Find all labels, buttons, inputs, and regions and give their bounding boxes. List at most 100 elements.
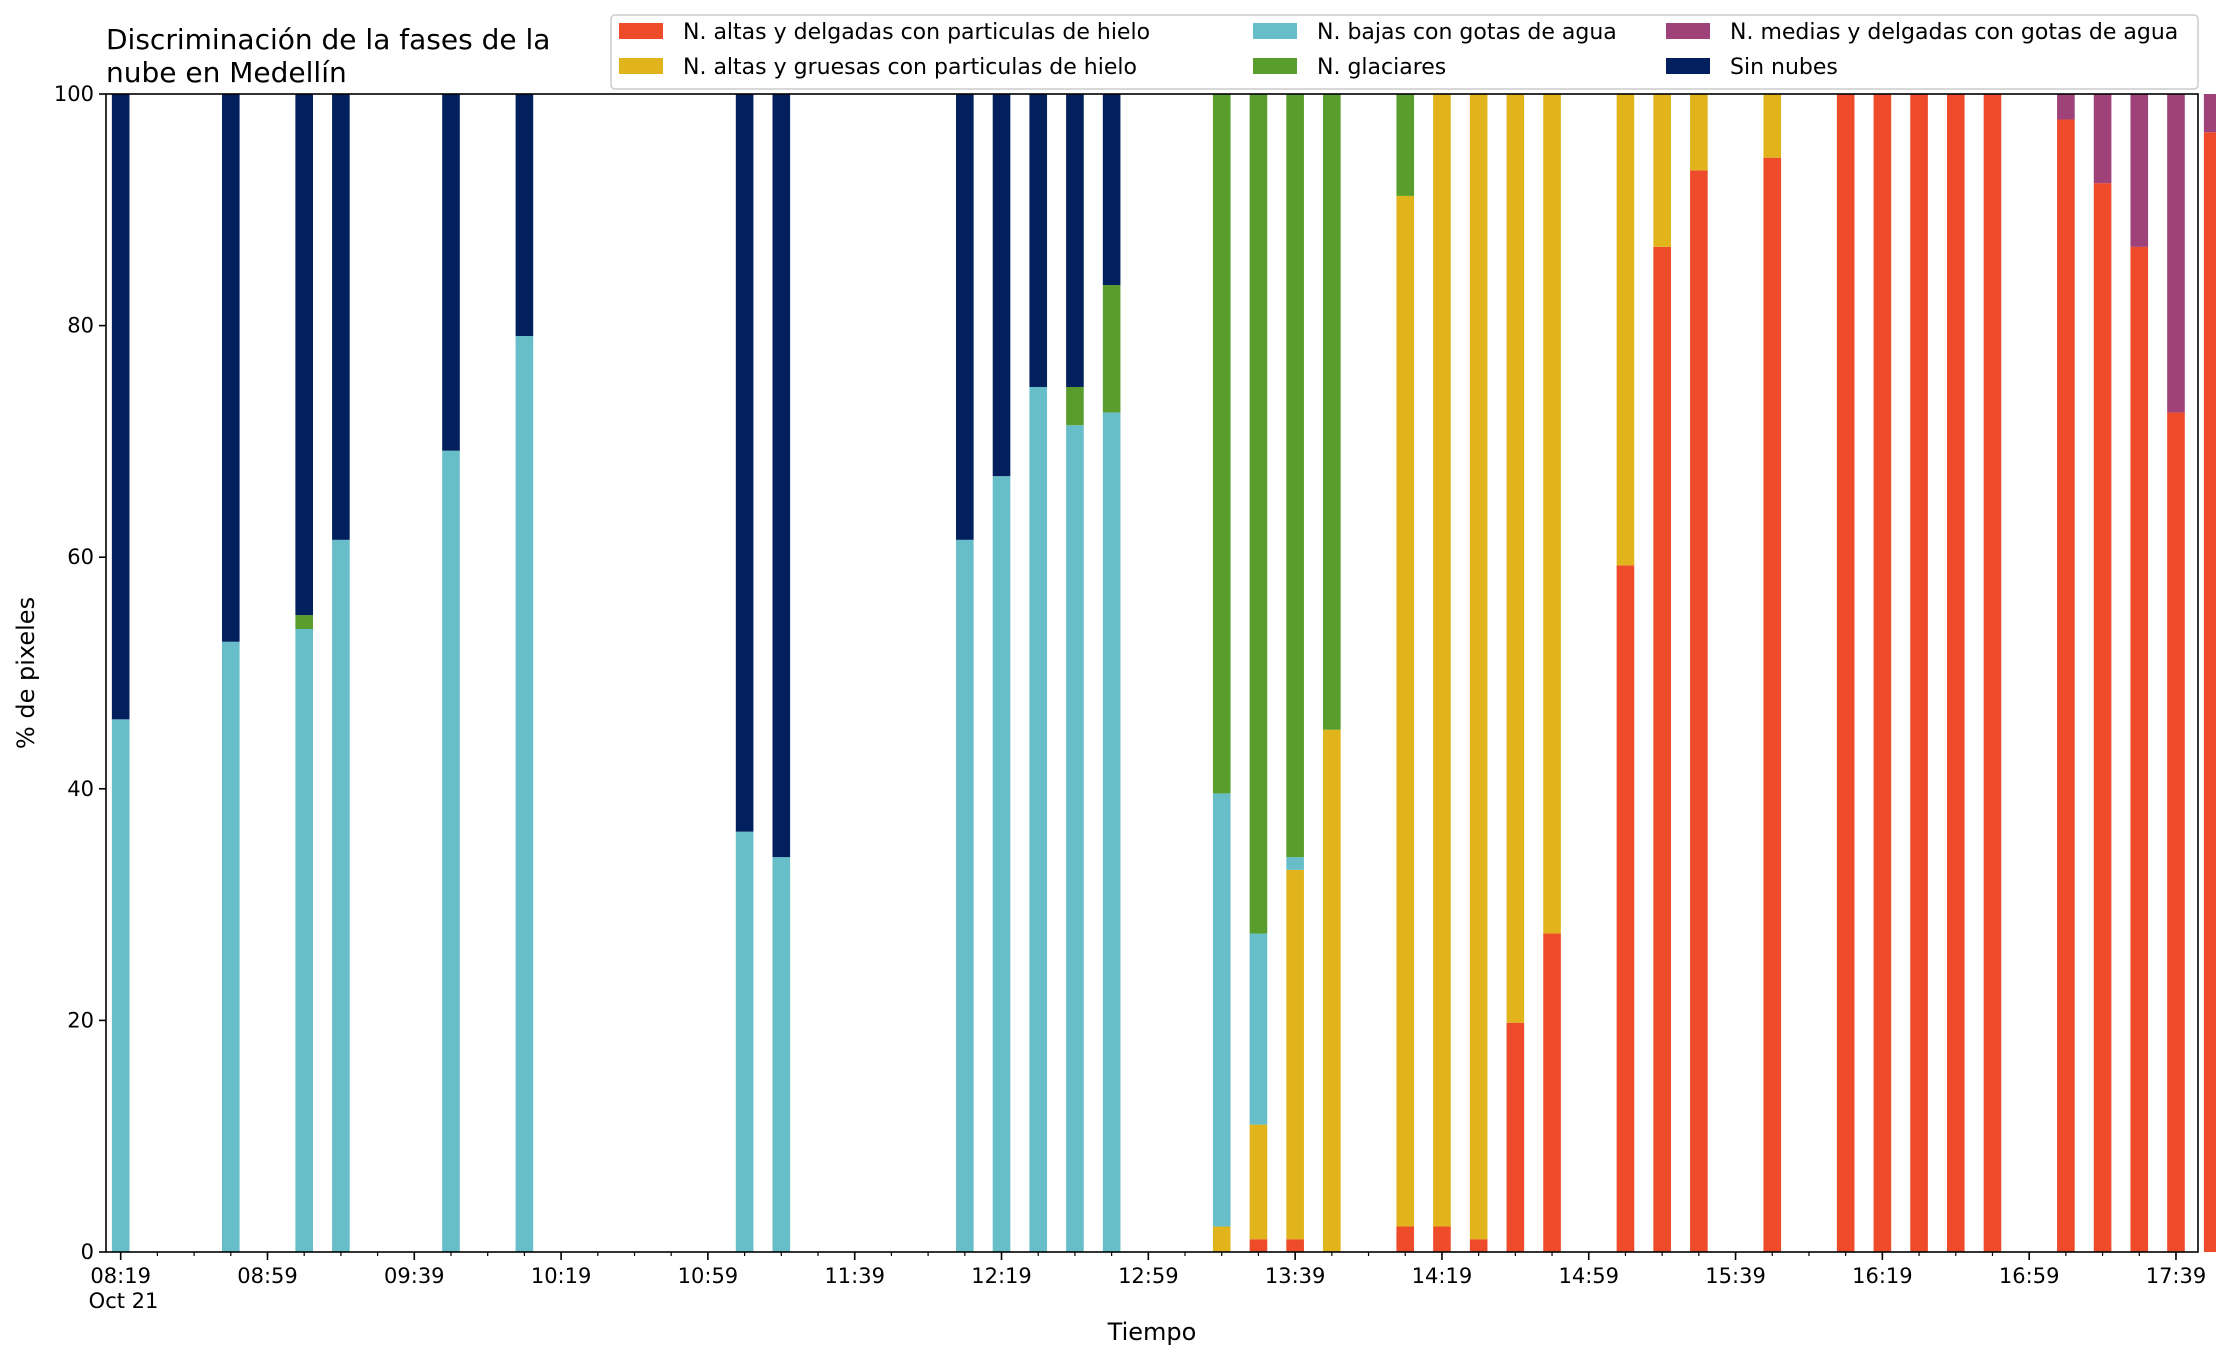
- bar-segment-baja_agua: [295, 629, 313, 1252]
- bar-segment-glaciar: [1102, 285, 1121, 413]
- bar-segment-alta_delgada: [1616, 565, 1635, 1252]
- legend-swatch-alta_delgada: [619, 23, 663, 39]
- bar-segment-sin_nubes: [1029, 94, 1048, 387]
- x-tick-label: 16:59: [1999, 1264, 2060, 1288]
- bar-segment-sin_nubes: [956, 94, 974, 540]
- bar-segment-alta_delgada: [2203, 132, 2216, 1253]
- bar-segment-baja_agua: [332, 539, 350, 1252]
- chart-title-line: nube en Medellín: [106, 56, 347, 89]
- bar-segment-alta_delgada: [1690, 170, 1708, 1253]
- bar-segment-alta_gruesa: [1469, 94, 1488, 1240]
- bar-segment-alta_gruesa: [1323, 729, 1341, 1252]
- bar-segment-baja_agua: [1066, 425, 1084, 1252]
- bar-segment-alta_delgada: [1286, 1239, 1304, 1252]
- bar-segment-sin_nubes: [332, 94, 350, 540]
- bar-segment-baja_agua: [515, 336, 534, 1252]
- x-tick-label: 08:59: [237, 1264, 298, 1288]
- bar-segment-sin_nubes: [442, 94, 460, 451]
- bar-segment-sin_nubes: [1066, 94, 1084, 387]
- x-tick-label: 13:39: [1265, 1264, 1326, 1288]
- bar-segment-alta_delgada: [1433, 1226, 1451, 1252]
- bar-segment-media_agua: [2203, 94, 2216, 133]
- bar-segment-baja_agua: [1286, 857, 1304, 870]
- bar-segment-baja_agua: [992, 476, 1011, 1252]
- bar-segment-alta_delgada: [1836, 94, 1855, 1252]
- bar-segment-baja_agua: [772, 857, 791, 1252]
- bar-segment-glaciar: [1286, 94, 1304, 858]
- legend-swatch-glaciar: [1253, 58, 1297, 74]
- x-tick-sublabel: Oct 21: [89, 1289, 159, 1313]
- bar-segment-alta_gruesa: [1543, 94, 1561, 934]
- x-tick-label: 09:39: [384, 1264, 445, 1288]
- bar-segment-alta_gruesa: [1616, 94, 1635, 566]
- bar-segment-sin_nubes: [1102, 94, 1121, 286]
- bar-segment-alta_delgada: [1653, 246, 1671, 1253]
- bar-segment-alta_delgada: [1983, 94, 2002, 1252]
- y-tick-label: 0: [81, 1240, 94, 1264]
- bar-segment-baja_agua: [1212, 793, 1231, 1227]
- bar-segment-alta_gruesa: [1763, 94, 1782, 158]
- bar-segment-alta_delgada: [1469, 1239, 1488, 1252]
- x-tick-label: 10:19: [531, 1264, 592, 1288]
- bar-segment-media_agua: [2167, 94, 2185, 413]
- y-tick-label: 20: [67, 1008, 94, 1032]
- plot-frame: [105, 93, 2199, 1253]
- bar-segment-baja_agua: [956, 539, 974, 1252]
- bar-segment-baja_agua: [735, 831, 754, 1252]
- bar-segment-alta_gruesa: [1212, 1226, 1231, 1252]
- bar-segment-alta_delgada: [1396, 1226, 1415, 1252]
- bar-segment-alta_delgada: [2167, 412, 2185, 1252]
- x-tick-label: 17:39: [2146, 1264, 2207, 1288]
- bar-segment-glaciar: [1066, 386, 1084, 426]
- bar-segment-sin_nubes: [772, 94, 791, 858]
- legend-swatch-baja_agua: [1253, 23, 1297, 39]
- bar-segment-alta_gruesa: [1396, 195, 1415, 1227]
- bar-segment-sin_nubes: [992, 94, 1011, 477]
- bar-segment-alta_gruesa: [1506, 94, 1525, 1023]
- bar-segment-glaciar: [1323, 94, 1341, 730]
- bar-segment-alta_gruesa: [1690, 94, 1708, 171]
- bar-segment-alta_gruesa: [1286, 869, 1304, 1240]
- bar-segment-media_agua: [2130, 94, 2149, 247]
- bar-segment-alta_delgada: [1506, 1022, 1525, 1252]
- bar-segment-sin_nubes: [515, 94, 534, 337]
- legend-swatch-alta_gruesa: [619, 58, 663, 74]
- bar-segment-sin_nubes: [111, 94, 130, 720]
- legend-label-alta_gruesa: N. altas y gruesas con particulas de hie…: [683, 55, 1137, 80]
- legend-label-glaciar: N. glaciares: [1317, 55, 1446, 80]
- bar-segment-baja_agua: [1029, 386, 1048, 1253]
- legend-label-baja_agua: N. bajas con gotas de agua: [1317, 20, 1617, 45]
- bars-layer: [111, 94, 2216, 1253]
- bar-segment-glaciar: [1249, 94, 1268, 934]
- x-tick-label: 08:19: [90, 1264, 151, 1288]
- bar-segment-baja_agua: [442, 450, 460, 1252]
- y-axis-label: % de pixeles: [12, 597, 40, 749]
- bar-segment-baja_agua: [111, 719, 130, 1252]
- y-tick-label: 100: [54, 82, 94, 106]
- bar-segment-glaciar: [1212, 94, 1231, 794]
- legend-swatch-sin_nubes: [1666, 58, 1710, 74]
- bar-segment-alta_delgada: [1946, 94, 1965, 1252]
- bar-segment-alta_delgada: [1763, 157, 1782, 1253]
- x-tick-label: 16:19: [1852, 1264, 1913, 1288]
- bar-segment-glaciar: [1396, 94, 1415, 196]
- bar-segment-baja_agua: [1102, 412, 1121, 1252]
- bar-segment-alta_delgada: [1543, 933, 1561, 1252]
- x-tick-label: 12:19: [971, 1264, 1032, 1288]
- bar-segment-sin_nubes: [735, 94, 754, 832]
- bar-segment-alta_delgada: [2057, 119, 2075, 1253]
- bar-segment-alta_delgada: [1249, 1239, 1268, 1252]
- bar-segment-sin_nubes: [295, 94, 313, 616]
- bar-segment-baja_agua: [1249, 933, 1268, 1125]
- bar-segment-alta_delgada: [2093, 183, 2112, 1252]
- x-tick-label: 11:39: [824, 1264, 885, 1288]
- y-tick-label: 80: [67, 314, 94, 338]
- bar-segment-alta_delgada: [1873, 94, 1892, 1252]
- bar-segment-alta_gruesa: [1433, 94, 1451, 1227]
- bar-segment-media_agua: [2093, 94, 2112, 184]
- bar-segment-alta_delgada: [2130, 246, 2149, 1253]
- legend-swatch-media_agua: [1666, 23, 1710, 39]
- bar-segment-alta_delgada: [1910, 94, 1928, 1252]
